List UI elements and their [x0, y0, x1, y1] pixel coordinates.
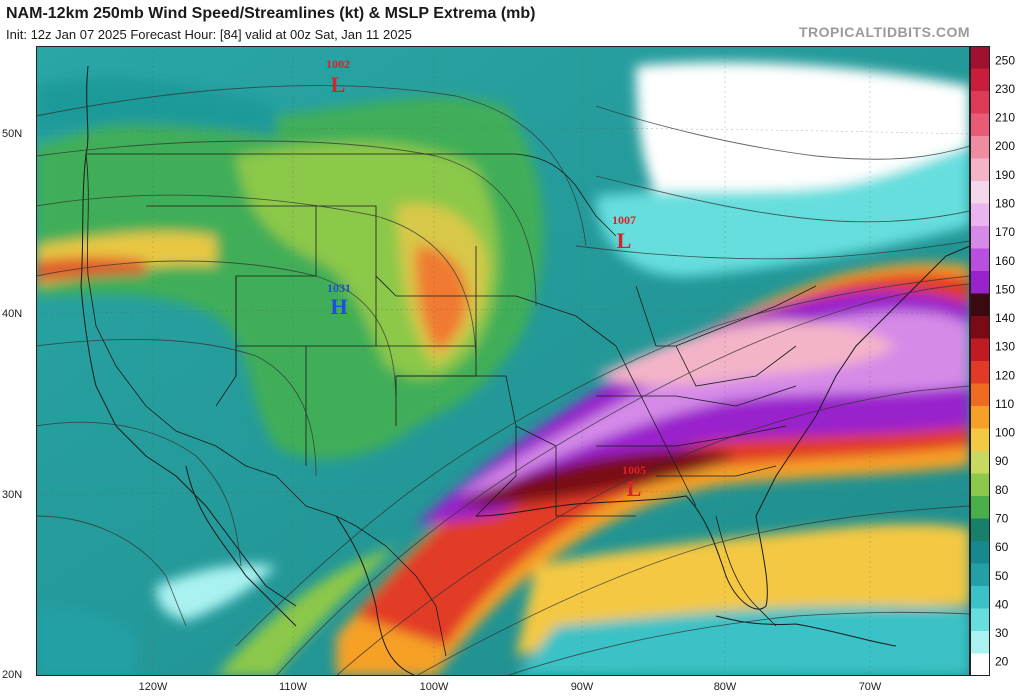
colorbar-swatch	[970, 518, 990, 542]
colorbar-swatch	[970, 158, 990, 182]
colorbar-tick-label: 180	[995, 197, 1015, 211]
colorbar-swatch	[970, 293, 990, 317]
colorbar-swatch	[970, 383, 990, 407]
lon-label-120w: 120W	[138, 681, 168, 693]
colorbar-swatch	[970, 46, 990, 69]
colorbar-tick-label: 160	[995, 254, 1015, 268]
wind-speed-colorbar: 250 230 210 200 190 180 170 160 150 140 130 120 110 1…	[970, 46, 1015, 676]
colorbar-swatch	[970, 631, 990, 654]
colorbar-swatch	[970, 361, 990, 384]
lon-label-80w: 80W	[713, 681, 737, 693]
colorbar-tick-label: 130	[995, 340, 1015, 354]
colorbar-tick-label: 20	[995, 655, 1009, 669]
colorbar-swatches	[970, 46, 990, 676]
pressure-center-low-1007: 1007 L	[612, 213, 636, 253]
colorbar-tick-label: 60	[995, 540, 1009, 554]
pressure-symbol: L	[627, 476, 642, 501]
colorbar-frame	[970, 46, 990, 676]
colorbar-tick-label: 80	[995, 483, 1009, 497]
colorbar-tick-label: 110	[995, 397, 1014, 411]
colorbar-tick-label: 70	[995, 512, 1009, 526]
colorbar-swatch	[970, 541, 990, 564]
map-subtitle: Init: 12z Jan 07 2025 Forecast Hour: [84…	[6, 27, 412, 42]
colorbar-tick-label: 50	[995, 569, 1009, 583]
colorbar-swatch	[970, 136, 990, 159]
colorbar-swatch	[970, 428, 990, 452]
colorbar-tick-label: 40	[995, 597, 1009, 611]
colorbar-swatch	[970, 406, 990, 429]
lon-label-70w: 70W	[858, 681, 882, 693]
streamlines	[36, 85, 970, 676]
map-title: NAM-12km 250mb Wind Speed/Streamlines (k…	[6, 5, 536, 22]
colorbar-swatch	[970, 563, 990, 587]
colorbar-swatch	[970, 203, 990, 227]
colorbar-tick-label: 100	[995, 426, 1015, 440]
pressure-value: 1031	[327, 281, 351, 295]
colorbar-swatch	[970, 316, 990, 339]
colorbar-swatch	[970, 181, 990, 204]
colorbar-swatch	[970, 248, 990, 272]
colorbar-swatch	[970, 271, 990, 294]
pressure-symbol: H	[330, 294, 347, 319]
coastlines	[80, 65, 970, 676]
colorbar-tick-label: 140	[995, 311, 1015, 325]
colorbar-tick-label: 90	[995, 454, 1009, 468]
colorbar-tick-label: 120	[995, 368, 1015, 382]
colorbar-swatch	[970, 496, 990, 519]
pressure-center-low-1005: 1005 L	[622, 463, 646, 501]
pressure-value: 1007	[612, 213, 636, 227]
colorbar-tick-label: 170	[995, 225, 1015, 239]
colorbar-swatch	[970, 586, 990, 609]
colorbar-tick-label: 230	[995, 82, 1015, 96]
pressure-symbol: L	[617, 228, 632, 253]
lat-lon-grid	[36, 46, 970, 676]
lat-label-30n: 30N	[2, 489, 23, 501]
colorbar-swatch	[970, 451, 990, 474]
pressure-center-high-1031: 1031 H	[327, 281, 351, 319]
colorbar-tick-label: 200	[995, 139, 1015, 153]
colorbar-swatch	[970, 608, 990, 632]
pressure-symbol: L	[331, 72, 346, 97]
colorbar-tick-label: 190	[995, 168, 1015, 182]
colorbar-tick-label: 250	[995, 53, 1015, 67]
colorbar-swatch	[970, 91, 990, 114]
colorbar-swatch	[970, 226, 990, 249]
colorbar-swatch	[970, 473, 990, 497]
lat-label-20n: 20N	[2, 669, 23, 681]
pressure-center-low-1002: 1002 L	[326, 57, 350, 97]
pressure-value: 1005	[622, 463, 646, 477]
site-watermark: TROPICALTIDBITS.COM	[798, 24, 970, 40]
colorbar-swatch	[970, 68, 990, 92]
lon-label-100w: 100W	[419, 681, 449, 693]
lat-label-50n: 50N	[2, 128, 23, 140]
colorbar-swatch	[970, 338, 990, 362]
colorbar-tick-label: 150	[995, 282, 1015, 296]
wind-speed-map: 1002 L 1007 L 1031 H 1005 L	[36, 46, 970, 676]
lat-label-40n: 40N	[2, 308, 23, 320]
lon-label-90w: 90W	[570, 681, 594, 693]
colorbar-swatch	[970, 653, 990, 676]
colorbar-swatch	[970, 113, 990, 137]
map-frame	[36, 46, 970, 676]
lon-label-110w: 110W	[279, 681, 307, 693]
colorbar-labels: 250 230 210 200 190 180 170 160 150 140 130 120 110 1…	[995, 53, 1015, 668]
colorbar-tick-label: 210	[995, 111, 1015, 125]
pressure-value: 1002	[326, 57, 350, 71]
colorbar-tick-label: 30	[995, 626, 1009, 640]
